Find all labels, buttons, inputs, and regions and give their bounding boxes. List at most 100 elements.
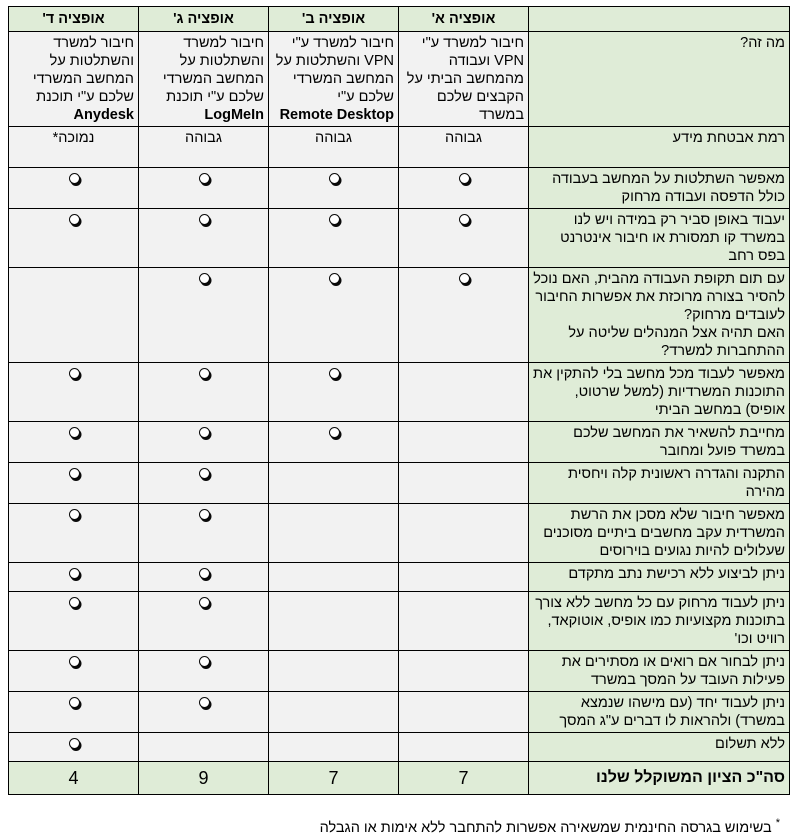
feature-row: מאפשר חיבור שלא מסכן את הרשת המשרדית עקב…	[8, 503, 790, 563]
security-row-label: רמת אבטחת מידע	[528, 126, 790, 168]
feature-mark-d	[8, 503, 139, 563]
feature-mark-c	[138, 267, 269, 363]
what-option-b-text: חיבור למשרד ע"י VPN והשתלטות על המחשב המ…	[275, 35, 394, 105]
feature-row: מחייבת להשאיר את המחשב שלכם במשרד פועל ו…	[8, 421, 790, 463]
shadowed-circle-icon	[69, 656, 80, 667]
feature-mark-b	[268, 732, 399, 762]
feature-label-cell: יעבוד באופן סביר רק במידה ויש לנו במשרד …	[528, 208, 790, 268]
shadowed-circle-icon	[459, 173, 470, 184]
shadowed-circle-icon	[199, 173, 210, 184]
footnote-asterisk: *	[775, 817, 780, 829]
feature-mark-d	[8, 167, 139, 209]
product-name-logmein: LogMeIn	[204, 107, 264, 123]
shadowed-circle-icon	[459, 273, 470, 284]
feature-label-cell: ניתן לביצוע ללא רכישת נתב מתקדם	[528, 562, 790, 592]
feature-row: ניתן לעבוד יחד (עם מישהו שנמצא במשרד) ול…	[8, 691, 790, 733]
feature-label-cell: מאפשר חיבור שלא מסכן את הרשת המשרדית עקב…	[528, 503, 790, 563]
feature-mark-d	[8, 732, 139, 762]
feature-mark-d	[8, 208, 139, 268]
feature-row: התקנה והגדרה ראשונית קלה ויחסית מהירה	[8, 462, 790, 504]
shadowed-circle-icon	[69, 173, 80, 184]
shadowed-circle-icon	[199, 568, 210, 579]
what-option-a-cell: חיבור למשרד ע"י VPN ועבודה מהמחשב הביתי …	[398, 31, 529, 127]
feature-mark-a	[398, 208, 529, 268]
feature-mark-a	[398, 167, 529, 209]
feature-label-cell: ניתן לעבוד מרחוק עם כל מחשב ללא צורך בתו…	[528, 591, 790, 651]
feature-label-cell: מחייבת להשאיר את המחשב שלכם במשרד פועל ו…	[528, 421, 790, 463]
feature-mark-d	[8, 462, 139, 504]
feature-mark-b	[268, 267, 399, 363]
feature-row: מאפשר השתלטות על המחשב בעבודה כולל הדפסה…	[8, 167, 790, 209]
feature-label-cell: ללא תשלום	[528, 732, 790, 762]
feature-mark-c	[138, 462, 269, 504]
feature-row: ניתן לביצוע ללא רכישת נתב מתקדם	[8, 562, 790, 592]
feature-mark-d	[8, 591, 139, 651]
feature-mark-a	[398, 650, 529, 692]
feature-mark-c	[138, 650, 269, 692]
security-value-b: גבוהה	[268, 126, 399, 168]
header-option-c: אופציה ג'	[138, 6, 269, 32]
feature-mark-b	[268, 562, 399, 592]
what-option-b-cell: חיבור למשרד ע"י VPN והשתלטות על המחשב המ…	[268, 31, 399, 127]
feature-mark-b	[268, 691, 399, 733]
feature-mark-c	[138, 591, 269, 651]
feature-label-cell: מאפשר לעבוד מכל מחשב בלי להתקין את התוכנ…	[528, 362, 790, 422]
feature-mark-b	[268, 650, 399, 692]
comparison-table: אופציה א' אופציה ב' אופציה ג' אופציה ד' …	[8, 6, 790, 795]
shadowed-circle-icon	[459, 214, 470, 225]
feature-mark-b	[268, 591, 399, 651]
feature-row: מאפשר לעבוד מכל מחשב בלי להתקין את התוכנ…	[8, 362, 790, 422]
header-row: אופציה א' אופציה ב' אופציה ג' אופציה ד'	[8, 6, 790, 32]
feature-mark-d	[8, 650, 139, 692]
what-row-label: מה זה?	[528, 31, 790, 127]
total-score-c: 9	[138, 761, 269, 795]
feature-mark-a	[398, 591, 529, 651]
feature-label-cell: ניתן לבחור אם רואים או מסתירים את פעילות…	[528, 650, 790, 692]
feature-mark-c	[138, 562, 269, 592]
feature-mark-c	[138, 167, 269, 209]
feature-mark-c	[138, 208, 269, 268]
security-value-a: גבוהה	[398, 126, 529, 168]
shadowed-circle-icon	[69, 509, 80, 520]
total-row: סה"כ הציון המשוקלל שלנו 7 7 9 4	[8, 761, 790, 795]
feature-label-cell: עם תום תקופת העבודה מהבית, האם נוכל להסי…	[528, 267, 790, 363]
feature-mark-b	[268, 208, 399, 268]
feature-mark-a	[398, 462, 529, 504]
feature-mark-b	[268, 167, 399, 209]
what-row: מה זה? חיבור למשרד ע"י VPN ועבודה מהמחשב…	[8, 31, 790, 127]
feature-mark-a	[398, 503, 529, 563]
feature-mark-d	[8, 562, 139, 592]
feature-mark-a	[398, 421, 529, 463]
feature-mark-a	[398, 562, 529, 592]
footnote: * בשימוש בגרסה החינמית שמשאירה אפשרות לה…	[8, 817, 790, 836]
total-row-label: סה"כ הציון המשוקלל שלנו	[528, 761, 790, 795]
feature-mark-a	[398, 267, 529, 363]
shadowed-circle-icon	[199, 656, 210, 667]
what-option-d-cell: חיבור למשרד והשתלטות על המחשב המשרדי שלכ…	[8, 31, 139, 127]
feature-mark-a	[398, 691, 529, 733]
feature-mark-c	[138, 362, 269, 422]
footnote-text: בשימוש בגרסה החינמית שמשאירה אפשרות להתח…	[319, 819, 772, 836]
shadowed-circle-icon	[199, 273, 210, 284]
shadowed-circle-icon	[69, 468, 80, 479]
shadowed-circle-icon	[329, 427, 340, 438]
what-option-c-cell: חיבור למשרד והשתלטות על המחשב המשרדי שלכ…	[138, 31, 269, 127]
feature-mark-d	[8, 267, 139, 363]
feature-mark-d	[8, 691, 139, 733]
product-name-remote-desktop: Remote Desktop	[279, 107, 394, 123]
feature-label-cell: ניתן לעבוד יחד (עם מישהו שנמצא במשרד) ול…	[528, 691, 790, 733]
what-option-c-text: חיבור למשרד והשתלטות על המחשב המשרדי שלכ…	[162, 35, 264, 105]
shadowed-circle-icon	[199, 214, 210, 225]
header-empty-cell	[528, 6, 790, 32]
feature-mark-a	[398, 732, 529, 762]
shadowed-circle-icon	[69, 597, 80, 608]
feature-row: עם תום תקופת העבודה מהבית, האם נוכל להסי…	[8, 267, 790, 363]
shadowed-circle-icon	[199, 468, 210, 479]
feature-row: ניתן לבחור אם רואים או מסתירים את פעילות…	[8, 650, 790, 692]
security-value-d: נמוכה*	[8, 126, 139, 168]
feature-mark-a	[398, 362, 529, 422]
header-option-a: אופציה א'	[398, 6, 529, 32]
shadowed-circle-icon	[69, 427, 80, 438]
total-score-b: 7	[268, 761, 399, 795]
feature-mark-b	[268, 362, 399, 422]
